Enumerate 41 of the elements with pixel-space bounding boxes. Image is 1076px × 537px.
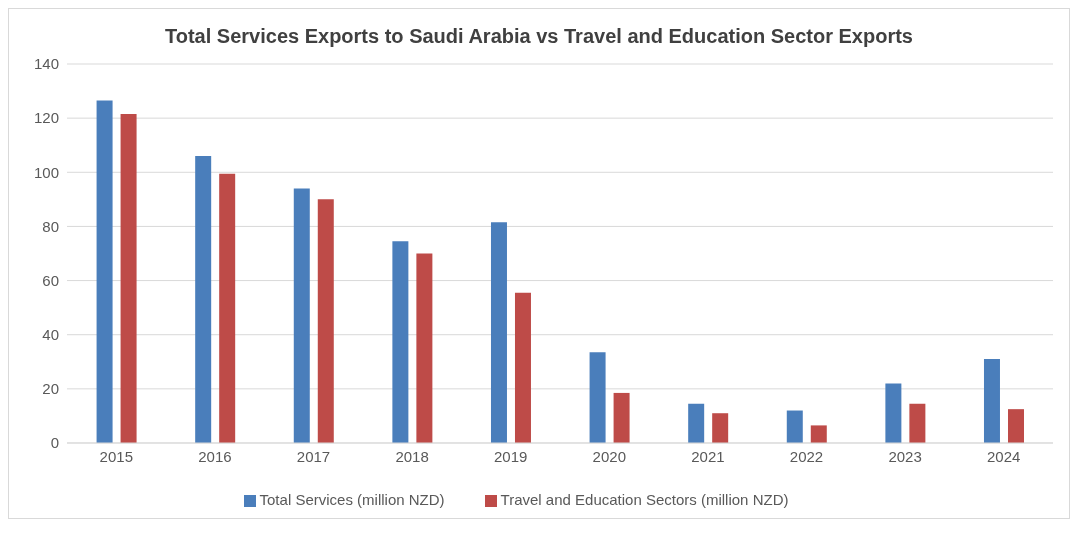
bar [712,413,729,443]
bar [909,403,926,443]
x-tick-label: 2019 [494,447,528,465]
legend-label: Total Services (million NZD) [259,491,445,508]
bar [120,114,137,443]
bar [392,241,409,443]
y-tick-label: 140 [33,55,59,73]
bar [96,100,113,443]
bar [885,383,902,443]
x-tick-label: 2024 [987,447,1021,465]
y-tick-label: 40 [42,326,59,344]
bar [1007,409,1024,443]
y-tick-label: 0 [50,434,59,452]
chart-title: Total Services Exports to Saudi Arabia vs Travel and Education Sector Exports [164,24,914,48]
x-tick-label: 2018 [395,447,429,465]
bar [490,222,507,443]
y-tick-label: 20 [42,380,59,398]
bar [613,392,630,443]
x-tick-label: 2016 [198,447,232,465]
x-tick-label: 2023 [888,447,922,465]
bar [688,403,705,443]
y-tick-label: 80 [42,217,59,235]
x-tick-label: 2015 [99,447,133,465]
legend-label: Travel and Education Sectors (million NZD) [500,491,789,508]
bar [514,292,531,443]
y-tick-label: 60 [42,271,59,289]
bar [219,173,236,443]
y-tick-label: 100 [33,163,59,181]
bar [810,425,827,443]
bar [786,410,803,443]
bar [589,352,606,443]
x-tick-label: 2020 [592,447,626,465]
bar [983,359,1000,443]
x-tick-label: 2017 [296,447,331,465]
bar [317,199,334,443]
bar [195,156,212,443]
bar [293,188,310,443]
x-tick-label: 2021 [691,447,725,465]
x-tick-label: 2022 [789,447,824,465]
bar [416,253,433,443]
y-tick-label: 120 [33,109,59,127]
